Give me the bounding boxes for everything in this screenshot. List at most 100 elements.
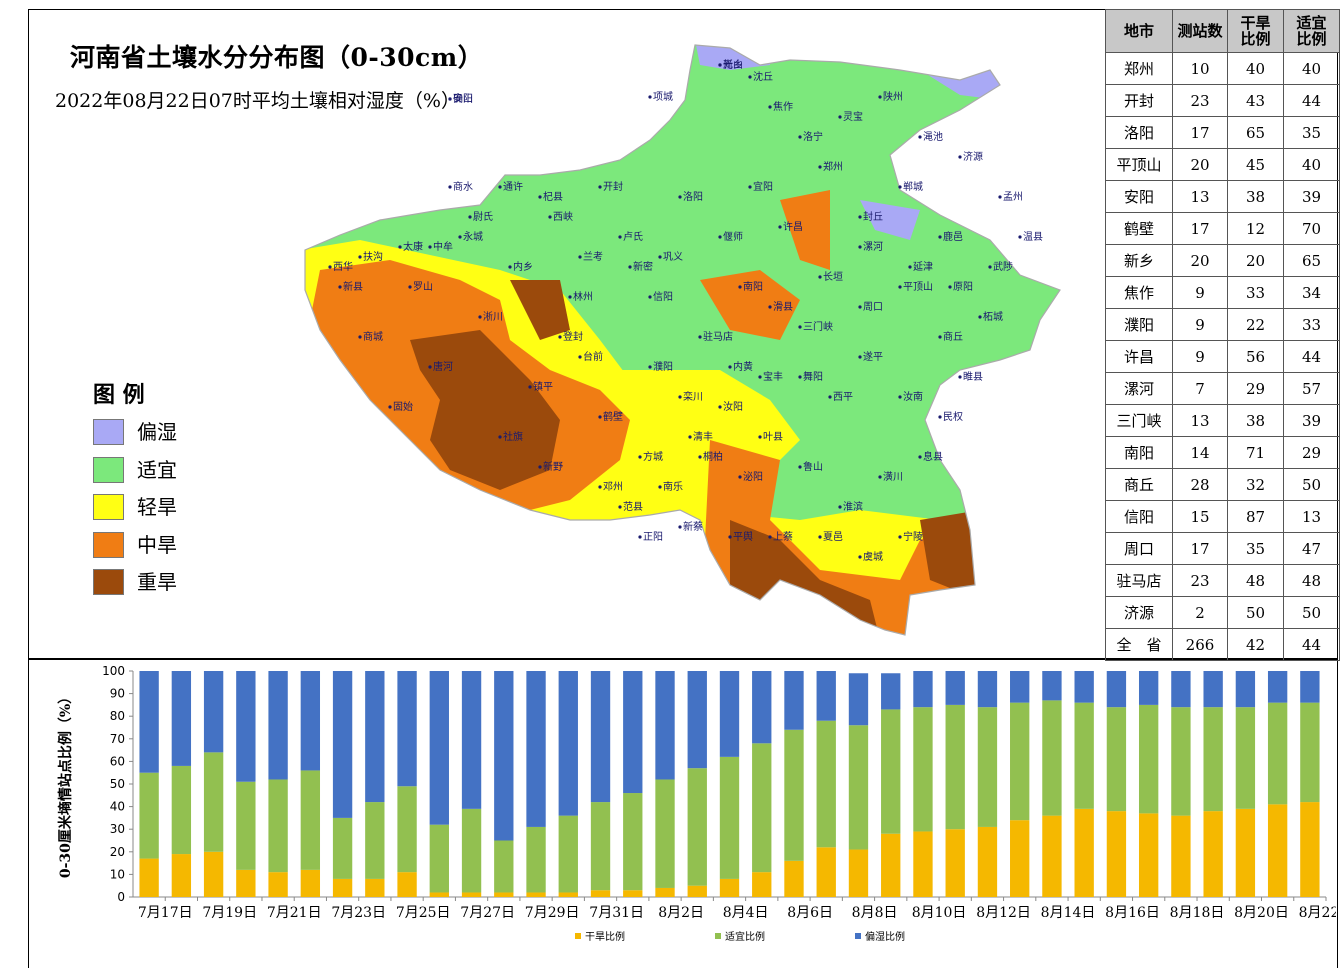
place-dot bbox=[618, 505, 622, 509]
table-cell-value: 13 bbox=[1172, 404, 1228, 437]
legend-label: 偏湿 bbox=[137, 420, 177, 444]
place-label: 鹤壁 bbox=[603, 410, 623, 423]
place-label: 西峡 bbox=[553, 210, 573, 223]
bar-segment bbox=[236, 869, 256, 897]
table-cell-value: 48 bbox=[1227, 564, 1284, 597]
bar-segment bbox=[1042, 815, 1062, 897]
place-dot bbox=[918, 455, 922, 459]
place-label: 桐柏 bbox=[703, 450, 723, 463]
place-dot bbox=[938, 335, 942, 339]
bar-segment bbox=[945, 704, 965, 830]
bar-segment bbox=[848, 849, 869, 897]
place-dot bbox=[858, 245, 862, 249]
bar-segment bbox=[203, 851, 224, 897]
table-cell-value: 44 bbox=[1283, 84, 1340, 117]
place-dot bbox=[548, 215, 552, 219]
place-label: 濮阳 bbox=[653, 360, 673, 373]
table-cell-city: 全 省 bbox=[1105, 628, 1173, 661]
table-cell-value: 42 bbox=[1227, 628, 1284, 661]
place-dot bbox=[358, 255, 362, 259]
table-row: 三门峡 13 38 39 bbox=[1105, 404, 1340, 437]
bar-segment bbox=[397, 671, 417, 787]
bar-segment bbox=[1042, 671, 1062, 701]
bar-segment bbox=[848, 673, 869, 726]
place-label: 遂平 bbox=[863, 350, 883, 363]
bar-segment bbox=[461, 671, 482, 809]
place-dot bbox=[568, 295, 572, 299]
table-cell-city: 商丘 bbox=[1105, 468, 1173, 501]
place-label: 安阳 bbox=[453, 92, 473, 105]
place-dot bbox=[358, 335, 362, 339]
bar-segment bbox=[1235, 808, 1256, 897]
x-tick-label: 8月8日 bbox=[852, 905, 898, 921]
bar-segment bbox=[848, 725, 869, 850]
place-label: 兰考 bbox=[583, 250, 603, 263]
place-dot bbox=[538, 195, 542, 199]
y-tick-label: 100 bbox=[102, 664, 125, 678]
place-dot bbox=[728, 535, 732, 539]
place-label: 济源 bbox=[963, 150, 983, 163]
table-row: 信阳 15 87 13 bbox=[1105, 500, 1340, 533]
place-dot bbox=[758, 375, 762, 379]
place-dot bbox=[578, 255, 582, 259]
table-row: 平顶山 20 45 40 bbox=[1105, 148, 1340, 181]
bar-segment bbox=[332, 878, 353, 897]
place-dot bbox=[858, 305, 862, 309]
place-label: 息县 bbox=[923, 450, 943, 463]
bar-segment bbox=[558, 671, 578, 816]
table-cell-value: 13 bbox=[1172, 180, 1228, 213]
bar-segment bbox=[1203, 707, 1223, 812]
place-label: 南乐 bbox=[663, 480, 683, 493]
place-label: 汝南 bbox=[903, 390, 923, 403]
bar-segment bbox=[752, 743, 772, 873]
place-label: 西平 bbox=[833, 392, 853, 403]
place-dot bbox=[688, 435, 692, 439]
place-dot bbox=[598, 485, 602, 489]
place-label: 温县 bbox=[1023, 231, 1043, 243]
table-cell-value: 40 bbox=[1283, 148, 1340, 181]
bar-segment bbox=[655, 671, 675, 780]
map-fill-severe-drought-west bbox=[410, 330, 560, 490]
place-dot bbox=[948, 285, 952, 289]
place-label: 卢氏 bbox=[623, 230, 643, 243]
bar-segment bbox=[977, 826, 998, 897]
bar-segment bbox=[139, 671, 159, 773]
place-dot bbox=[578, 355, 582, 359]
table-cell-city: 三门峡 bbox=[1105, 404, 1173, 437]
bar-segment bbox=[171, 671, 192, 766]
table-cell-value: 70 bbox=[1283, 212, 1340, 245]
place-label: 新密 bbox=[633, 260, 653, 273]
bar-segment bbox=[1300, 702, 1320, 803]
place-label: 开封 bbox=[603, 180, 623, 193]
map-fill-wet-east bbox=[860, 200, 920, 240]
table-row: 商丘 28 32 50 bbox=[1105, 468, 1340, 501]
x-tick-label: 8月18日 bbox=[1170, 905, 1225, 921]
bar-segment bbox=[590, 890, 611, 897]
bar-segment bbox=[623, 793, 643, 891]
bar-segment bbox=[881, 709, 901, 834]
table-cell-city: 周口 bbox=[1105, 532, 1173, 565]
table-cell-value: 22 bbox=[1227, 308, 1284, 341]
place-dot bbox=[638, 455, 642, 459]
place-dot bbox=[898, 535, 902, 539]
place-dot bbox=[678, 525, 682, 529]
legend-swatch bbox=[93, 456, 124, 483]
place-dot bbox=[628, 265, 632, 269]
place-label: 镇平 bbox=[533, 380, 553, 393]
y-tick-label: 60 bbox=[110, 754, 125, 768]
table-row: 安阳 13 38 39 bbox=[1105, 180, 1340, 213]
place-label: 宜阳 bbox=[753, 180, 773, 193]
place-label: 罗山 bbox=[413, 281, 433, 293]
table-cell-value: 20 bbox=[1172, 244, 1228, 277]
place-label: 巩义 bbox=[663, 251, 683, 263]
x-tick-label: 8月4日 bbox=[723, 905, 769, 921]
bar-segment bbox=[203, 671, 224, 753]
place-dot bbox=[658, 255, 662, 259]
place-dot bbox=[388, 405, 392, 409]
place-label: 林州 bbox=[573, 290, 593, 303]
bar-segment bbox=[816, 720, 836, 848]
x-tick-label: 8月20日 bbox=[1234, 905, 1289, 921]
place-label: 商丘 bbox=[943, 330, 963, 343]
table-cell-value: 47 bbox=[1283, 532, 1340, 565]
table-cell-value: 32 bbox=[1227, 468, 1284, 501]
